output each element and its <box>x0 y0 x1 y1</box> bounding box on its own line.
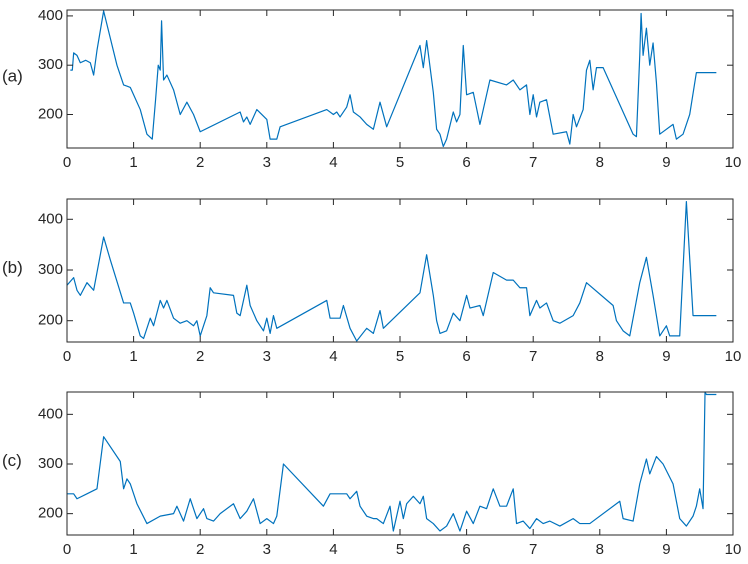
panel-label: (c) <box>2 451 22 470</box>
y-tick-label: 200 <box>38 312 63 329</box>
x-tick-label: 0 <box>63 541 71 558</box>
panel-label: (b) <box>2 258 23 277</box>
x-tick-label: 3 <box>263 541 271 558</box>
y-tick-label: 200 <box>38 105 63 122</box>
x-tick-label: 6 <box>462 348 470 365</box>
plot-area <box>67 392 733 535</box>
data-line <box>67 391 717 532</box>
x-tick-label: 9 <box>662 348 670 365</box>
x-tick-label: 6 <box>462 541 470 558</box>
x-tick-label: 2 <box>196 154 204 171</box>
x-tick-label: 2 <box>196 348 204 365</box>
x-tick-label: 0 <box>63 348 71 365</box>
x-tick-label: 4 <box>329 541 337 558</box>
x-tick-label: 9 <box>662 541 670 558</box>
y-tick-label: 300 <box>38 455 63 472</box>
x-tick-label: 5 <box>396 154 404 171</box>
x-tick-label: 3 <box>263 348 271 365</box>
x-tick-label: 7 <box>529 348 537 365</box>
x-tick-label: 2 <box>196 541 204 558</box>
y-tick-label: 400 <box>38 7 63 24</box>
x-tick-label: 7 <box>529 541 537 558</box>
x-tick-label: 10 <box>725 541 742 558</box>
x-tick-label: 8 <box>596 154 604 171</box>
x-tick-label: 10 <box>725 348 742 365</box>
plot-area <box>67 199 733 342</box>
y-tick-label: 400 <box>38 210 63 227</box>
x-tick-label: 1 <box>129 541 137 558</box>
x-tick-label: 0 <box>63 154 71 171</box>
x-tick-label: 8 <box>596 348 604 365</box>
data-line <box>66 200 717 342</box>
y-tick-label: 300 <box>38 261 63 278</box>
x-tick-label: 5 <box>396 541 404 558</box>
y-tick-label: 300 <box>38 56 63 73</box>
x-tick-label: 3 <box>263 154 271 171</box>
x-tick-label: 1 <box>129 154 137 171</box>
data-line <box>70 10 717 148</box>
x-tick-label: 4 <box>329 348 337 365</box>
x-tick-label: 7 <box>529 154 537 171</box>
x-tick-label: 1 <box>129 348 137 365</box>
x-tick-label: 9 <box>662 154 670 171</box>
y-tick-label: 200 <box>38 505 63 522</box>
plot-area <box>67 10 733 148</box>
x-tick-label: 10 <box>725 154 742 171</box>
x-tick-label: 4 <box>329 154 337 171</box>
y-tick-label: 400 <box>38 405 63 422</box>
x-tick-label: 8 <box>596 541 604 558</box>
x-tick-label: 6 <box>462 154 470 171</box>
x-tick-label: 5 <box>396 348 404 365</box>
panel-label: (a) <box>2 66 23 85</box>
